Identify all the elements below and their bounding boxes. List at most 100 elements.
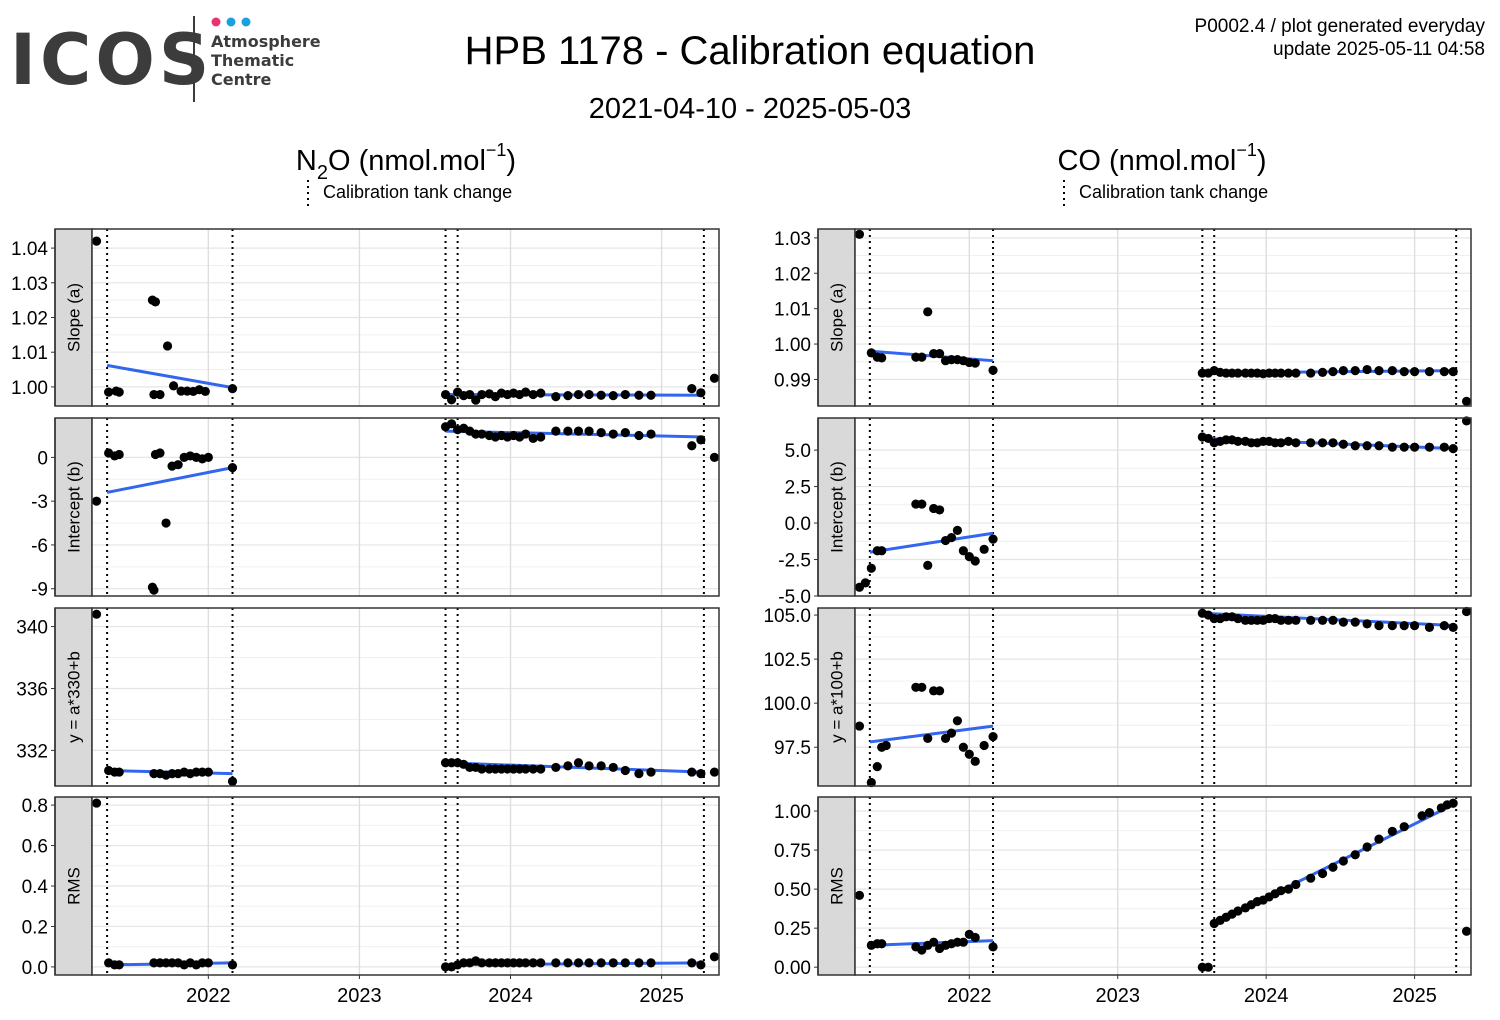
data-point xyxy=(929,937,939,947)
x-tick-label: 2022 xyxy=(186,985,231,1007)
y-tick-label: 340 xyxy=(16,618,48,639)
data-point xyxy=(634,769,644,779)
plot-background xyxy=(855,229,1471,406)
data-point xyxy=(1306,615,1316,625)
data-point xyxy=(446,395,457,405)
data-point xyxy=(877,939,887,949)
data-point xyxy=(608,429,618,439)
logo-dot-blue-1 xyxy=(226,17,236,27)
data-point xyxy=(573,758,584,768)
panel-1: Slope (a) 1.00 1.01 1.02 1.03 1.04 xyxy=(11,228,720,407)
strip-label: Intercept (b) xyxy=(828,461,847,553)
data-point xyxy=(1374,621,1384,631)
data-point xyxy=(709,952,720,962)
data-point xyxy=(923,307,933,317)
data-point xyxy=(551,762,561,773)
data-point xyxy=(573,958,584,968)
data-point xyxy=(646,390,656,400)
data-point xyxy=(1461,606,1472,617)
strip-background xyxy=(817,228,856,407)
data-point xyxy=(584,389,594,400)
y-tick-label: 105.0 xyxy=(763,606,811,627)
y-tick-label: 332 xyxy=(16,741,48,762)
y-tick-label: 0.6 xyxy=(22,837,48,858)
y-tick-label: 0 xyxy=(37,448,48,469)
data-point xyxy=(1461,396,1472,406)
data-point xyxy=(563,390,573,401)
facet-column-2: CO (nmol.mol−1) Calibration tank change Sl… xyxy=(763,140,1472,1007)
x-tick-label: 2022 xyxy=(947,985,992,1007)
y-tick-label: 0.4 xyxy=(22,877,49,898)
column-header-gas: CO (nmol.mol xyxy=(1057,145,1236,177)
data-point xyxy=(866,563,876,573)
y-tick-label: 1.03 xyxy=(774,229,811,250)
data-point xyxy=(114,960,124,970)
fit-line xyxy=(106,466,233,494)
data-point xyxy=(958,546,968,556)
panel-3: y = a*100+b 97.5 100.0 102.5 105.0 xyxy=(763,606,1472,788)
y-tick-label: -6 xyxy=(31,536,48,557)
data-point xyxy=(521,958,531,968)
data-point xyxy=(1362,619,1372,629)
fit-line xyxy=(869,724,994,744)
data-point xyxy=(988,365,998,375)
column-header-close-paren: ) xyxy=(506,145,516,177)
data-point xyxy=(471,395,481,405)
y-tick-label: 0.50 xyxy=(774,880,811,901)
panel-border xyxy=(91,607,720,787)
data-point xyxy=(1439,367,1449,377)
data-point xyxy=(1317,868,1328,879)
data-point xyxy=(573,389,584,400)
data-point xyxy=(687,384,697,394)
y-tick-label: -9 xyxy=(31,580,48,601)
data-point xyxy=(596,427,606,438)
data-point xyxy=(536,432,546,442)
data-point xyxy=(1374,441,1384,451)
data-point xyxy=(1291,368,1301,378)
data-point xyxy=(155,389,165,400)
data-point xyxy=(935,349,945,359)
data-point xyxy=(1350,366,1360,376)
y-tick-label: 102.5 xyxy=(763,650,811,671)
data-point xyxy=(104,387,114,397)
data-point xyxy=(200,386,210,397)
data-point xyxy=(203,958,213,968)
column-header: N2O (nmol.mol−1) xyxy=(296,140,516,184)
data-point xyxy=(1283,884,1294,894)
panel-border xyxy=(91,228,720,407)
y-tick-label: 1.00 xyxy=(774,802,811,823)
data-point xyxy=(227,463,238,473)
strip-label: RMS xyxy=(828,867,847,905)
data-point xyxy=(877,546,887,556)
data-point xyxy=(970,358,980,368)
data-point xyxy=(573,426,584,436)
data-point xyxy=(1374,366,1384,376)
data-point xyxy=(1338,617,1348,627)
facet-panels: N2O (nmol.mol−1)Calibration tank changeS… xyxy=(11,140,1472,1007)
data-point xyxy=(1317,438,1328,448)
data-point xyxy=(1233,436,1243,446)
data-point xyxy=(1448,444,1458,454)
data-point xyxy=(91,798,102,808)
data-point xyxy=(528,958,538,968)
data-point xyxy=(1276,615,1286,625)
column-header-gas: N xyxy=(296,145,317,177)
data-point xyxy=(91,609,102,619)
data-point xyxy=(551,958,561,968)
data-point xyxy=(1328,615,1338,625)
data-point xyxy=(149,585,159,595)
data-point xyxy=(91,496,102,506)
data-point xyxy=(521,387,531,397)
data-point xyxy=(1328,438,1338,448)
y-tick-label: 1.02 xyxy=(774,264,811,285)
data-point xyxy=(1424,442,1435,452)
data-point xyxy=(155,448,165,458)
data-point xyxy=(979,740,989,751)
data-point xyxy=(477,764,487,774)
y-tick-label: 0.0 xyxy=(785,514,811,535)
data-point xyxy=(970,556,980,566)
data-point xyxy=(1317,615,1328,625)
x-tick-label: 2023 xyxy=(337,985,382,1007)
data-point xyxy=(536,764,546,774)
data-point xyxy=(1424,622,1435,632)
